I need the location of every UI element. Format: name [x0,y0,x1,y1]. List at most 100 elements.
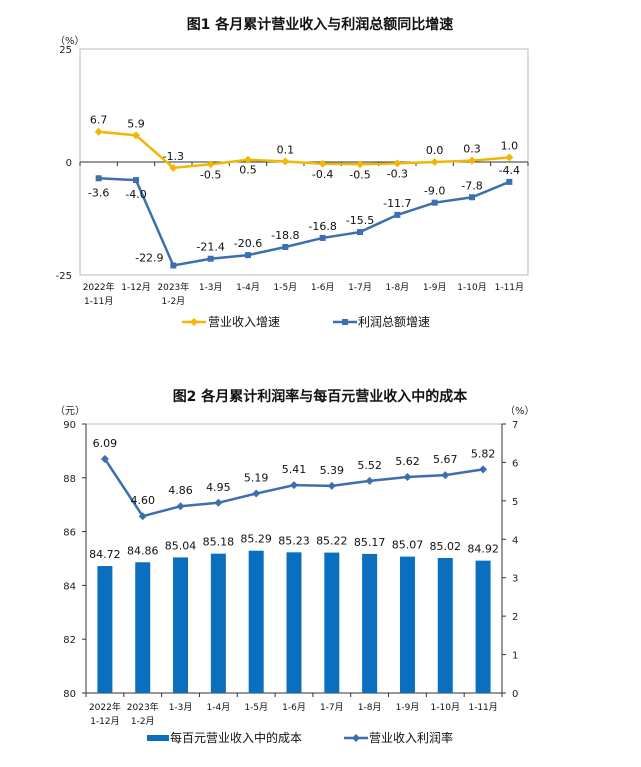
chart1-point-profit [133,177,139,184]
chart1-data-label: -1.3 [163,150,184,163]
chart2-right-tick-label: 4 [512,535,518,546]
chart1-point-profit [245,252,251,259]
chart2-bar [324,552,340,693]
chart2-bar [173,557,189,693]
chart2-rate-point [327,481,336,490]
chart1-data-label: -3.6 [88,186,109,199]
chart2-bar-label: 85.04 [165,539,197,552]
chart1-point-revenue [169,163,178,172]
chart2-x-tick-label: 1-12月 [90,716,119,727]
chart2-right-tick-label: 6 [512,458,518,469]
chart2-left-tick-label: 90 [63,420,76,431]
chart1-x-tick-label: 1-2月 [161,296,185,307]
chart1-point-revenue [244,155,252,164]
chart1-point-profit [469,194,475,201]
chart1-point-revenue [468,156,476,165]
chart1-data-label: 1.0 [501,139,519,152]
chart2-rate-point [138,512,147,521]
chart1-x-tick-label: 1-11月 [495,282,524,293]
chart2-x-tick-label: 1-3月 [169,702,193,713]
chart1-data-label: -4.4 [499,164,520,177]
chart2-title: 图2 各月累计利润率与每百元营业收入中的成本 [173,388,469,405]
chart1-data-label: -0.5 [349,168,370,181]
chart2-rate-label: 4.95 [206,481,231,494]
chart1-y-tick-label: 0 [66,158,72,169]
chart2-bar-label: 85.29 [240,533,272,546]
chart1-series-line-profit [98,177,510,267]
chart2-right-tick-label: 7 [512,420,518,431]
chart2-rate-label: 5.82 [471,447,496,460]
chart1-data-label: -7.8 [461,179,482,192]
chart2-x-tick-label: 2022年 [89,701,121,713]
chart1-data-label: -4.0 [125,188,146,201]
chart2-right-tick-label: 5 [512,497,518,508]
chart1-point-profit [506,178,513,185]
chart1-legend-profit-label: 利润总额增速 [358,315,430,329]
chart1-data-label: -11.7 [383,197,411,210]
chart1-data-label: 5.9 [127,117,145,130]
chart2-x-tick-label: 1-2月 [131,716,155,727]
chart1-data-label: -18.8 [271,229,299,242]
chart1-legend-revenue-marker [190,318,198,326]
chart2-bar [286,552,302,693]
chart1-point-profit [319,234,326,241]
chart1-x-tick-label: 2022年 [83,281,115,293]
chart2-rate-label: 5.67 [433,453,458,466]
chart2-bar-label: 85.02 [430,540,462,553]
chart1-data-label: 6.7 [90,114,108,127]
chart1-data-label: -0.5 [200,168,221,181]
chart2-x-tick-label: 1-7月 [320,702,344,713]
chart1-data-label: 0.1 [277,144,295,157]
chart2-x-tick-label: 1-11月 [468,702,497,713]
chart2-legend-line-marker [352,734,360,742]
chart2-x-tick-label: 1-5月 [244,702,268,713]
chart1-x-tick-label: 1-3月 [199,282,223,293]
chart2-bar [210,553,226,693]
chart2-rate-point [441,471,450,480]
chart1-y-tick-label: 25 [59,45,72,56]
chart1-point-revenue [206,160,215,169]
chart1-point-revenue [356,160,364,169]
chart1-data-label: -9.0 [424,185,445,198]
chart2-x-tick-label: 1-8月 [358,702,382,713]
chart1-x-tick-label: 1-8月 [385,282,409,293]
chart1-data-label: -21.4 [196,241,224,254]
chart2-rate-point [365,476,374,485]
chart2-rate-label: 5.62 [395,455,420,468]
chart1-data-label: -20.6 [234,237,262,250]
chart2-rate-point [176,502,185,511]
chart2-left-tick-label: 84 [63,581,76,592]
chart2-bar-label: 85.17 [354,536,386,549]
chart2-x-tick-label: 1-4月 [207,702,231,713]
chart2-left-tick-label: 80 [63,689,76,700]
chart1-point-revenue [94,127,103,136]
chart2-rate-point [100,454,109,463]
chart1-data-label: -16.8 [308,220,336,233]
chart2-left-unit: （元） [55,405,85,417]
chart1-point-profit [170,262,177,269]
chart2-bar-label: 85.22 [316,535,348,548]
chart2-rate-label: 5.19 [244,472,269,485]
chart1-series-line-revenue [98,130,510,170]
chart1-y-unit: （%） [55,35,85,47]
chart2-x-tick-label: 1-9月 [396,702,420,713]
chart1-point-revenue [430,158,439,166]
chart2-rate-label: 6.09 [93,437,118,450]
chart1-data-label: 0.3 [463,143,481,156]
chart1-x-tick-label: 2023年 [157,281,189,293]
chart2-bar [399,556,415,693]
chart2-bar-label: 85.23 [278,534,310,547]
chart2-bar-label: 85.18 [203,536,235,549]
chart2-bar [475,560,491,693]
chart2-rate-point [252,489,261,498]
chart2-left-tick-label: 82 [63,635,76,646]
chart1-y-tick-label: -25 [56,271,72,282]
chart2-rate-point [214,498,223,507]
chart2-bar [437,557,453,693]
chart1-point-revenue [318,159,327,168]
chart1-point-profit [95,175,102,182]
chart2-rate-point [290,481,298,490]
chart2-bar-label: 84.86 [127,544,159,557]
chart2-bar-label: 85.07 [392,539,424,552]
